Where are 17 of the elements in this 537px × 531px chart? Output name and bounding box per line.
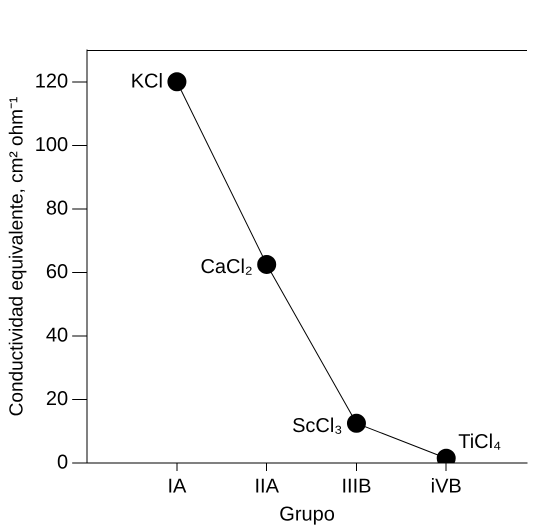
y-tick-label: 100 — [34, 134, 68, 156]
annotation: CaCl₂ — [200, 256, 253, 278]
y-tick-label: 120 — [34, 70, 68, 92]
y-tick-label: 80 — [46, 197, 68, 220]
annotation: KCl — [130, 70, 163, 92]
y-tick-label: 0 — [57, 452, 68, 474]
x-tick-label: iVB — [430, 476, 462, 498]
y-tick-label: 60 — [46, 260, 68, 283]
x-tick-label: IA — [167, 476, 188, 498]
y-tick-label: 20 — [46, 388, 68, 410]
x-tick-label: IIIB — [341, 476, 372, 498]
y-tick-label: 40 — [46, 324, 68, 346]
annotation: TiCl₄ — [458, 430, 502, 453]
x-tick-label: IIA — [254, 476, 280, 498]
annotation: ScCl₃ — [292, 414, 342, 437]
y-axis-title: Conductividad equivalente, cm² ohm⁻¹ — [6, 96, 28, 416]
x-axis-title: Grupo — [279, 504, 335, 526]
